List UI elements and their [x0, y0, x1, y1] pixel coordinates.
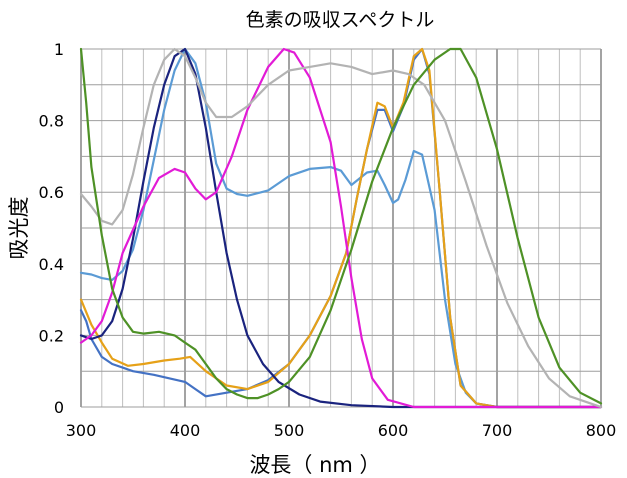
y-tick-label: 0.2 — [39, 326, 64, 345]
chart-title: 色素の吸収スペクトル — [246, 9, 435, 31]
y-tick-label: 0.8 — [39, 112, 64, 131]
y-tick-label: 0 — [54, 398, 64, 417]
x-axis-ticks: 300 400 500 600 700 800 — [66, 421, 617, 440]
x-axis-title: 波長（ nm ） — [249, 453, 380, 477]
x-tick-label: 400 — [170, 421, 201, 440]
x-tick-label: 500 — [274, 421, 305, 440]
series-line-3 — [79, 47, 603, 409]
x-tick-label: 700 — [482, 421, 513, 440]
series-line-4 — [79, 47, 603, 409]
y-axis-ticks: 0 0.2 0.4 0.6 0.8 1 — [39, 40, 64, 417]
x-tick-label: 800 — [586, 421, 617, 440]
series-line-5 — [79, 47, 603, 409]
y-tick-label: 0.4 — [39, 255, 64, 274]
y-axis-title: 吸光度 — [7, 197, 31, 260]
x-tick-label: 300 — [66, 421, 97, 440]
x-tick-label: 600 — [378, 421, 409, 440]
y-tick-label: 1 — [54, 40, 64, 59]
series-line-7 — [79, 47, 603, 405]
series-line-6 — [79, 47, 603, 409]
y-tick-label: 0.6 — [39, 183, 64, 202]
series-lines — [79, 47, 603, 409]
